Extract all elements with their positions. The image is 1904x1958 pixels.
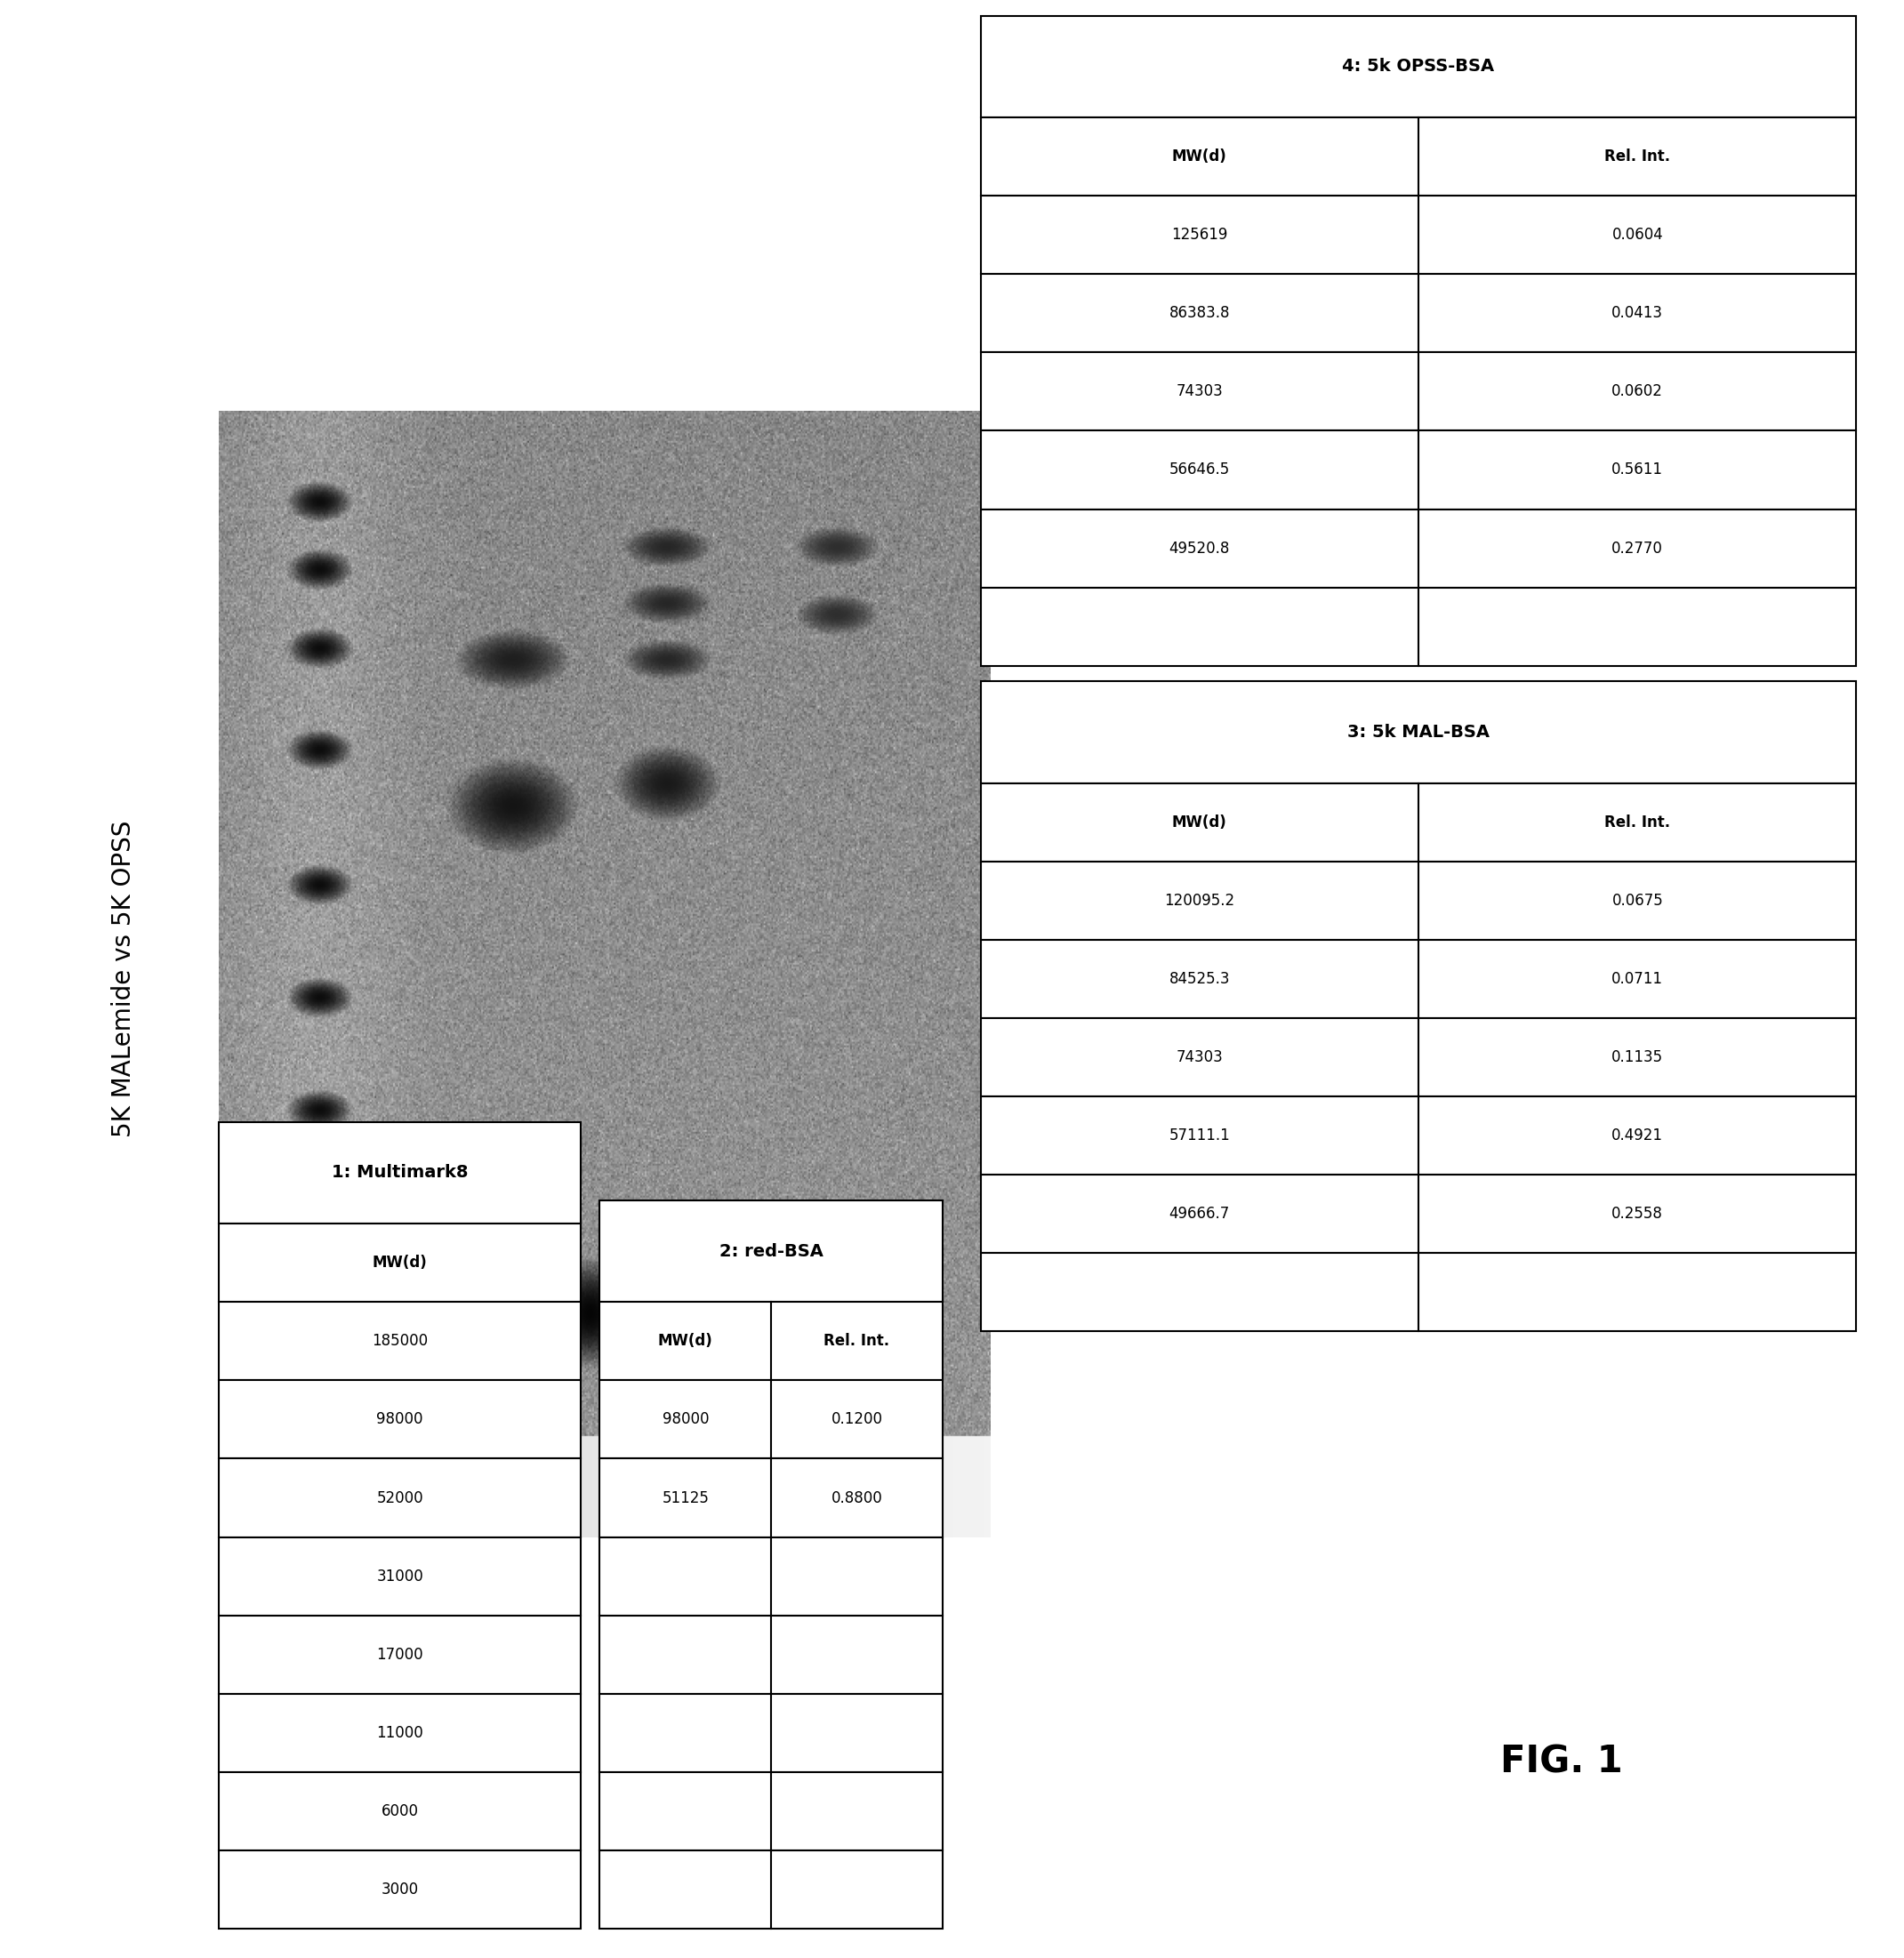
Text: 4: 5k OPSS-BSA: 4: 5k OPSS-BSA [1342,59,1495,74]
Text: 0.8800: 0.8800 [832,1490,882,1506]
Text: 0.2770: 0.2770 [1611,540,1664,556]
Text: MW(d): MW(d) [1173,815,1226,830]
Text: MW(d): MW(d) [659,1333,712,1349]
Text: 11000: 11000 [377,1725,423,1741]
Text: 49666.7: 49666.7 [1169,1206,1230,1222]
Text: 5K MALemide vs 5K OPSS: 5K MALemide vs 5K OPSS [110,820,137,1138]
Text: 0.0711: 0.0711 [1611,971,1664,987]
Text: 0.0602: 0.0602 [1611,384,1664,399]
Text: 1: Multimark8: 1: Multimark8 [331,1165,468,1181]
Text: 0.2558: 0.2558 [1611,1206,1664,1222]
Text: 56646.5: 56646.5 [1169,462,1230,478]
Text: Rel. Int.: Rel. Int. [824,1333,889,1349]
Text: MW(d): MW(d) [373,1255,426,1271]
Text: 2: red-BSA: 2: red-BSA [720,1243,823,1259]
Text: 0.0675: 0.0675 [1613,893,1662,909]
Text: 74303: 74303 [1177,1049,1222,1065]
Text: 0.4921: 0.4921 [1611,1128,1664,1143]
Text: 0.5611: 0.5611 [1611,462,1664,478]
Text: 98000: 98000 [377,1412,423,1427]
Text: 86383.8: 86383.8 [1169,305,1230,321]
Text: MW(d): MW(d) [1173,149,1226,164]
Text: 98000: 98000 [663,1412,708,1427]
Text: 125619: 125619 [1171,227,1228,243]
Text: 0.0604: 0.0604 [1613,227,1662,243]
Text: 0.0413: 0.0413 [1611,305,1664,321]
Text: 17000: 17000 [377,1647,423,1662]
Text: 51125: 51125 [663,1490,708,1506]
Text: FIG. 1: FIG. 1 [1500,1743,1622,1782]
Text: 84525.3: 84525.3 [1169,971,1230,987]
Text: 120095.2: 120095.2 [1165,893,1234,909]
Text: 52000: 52000 [377,1490,423,1506]
Text: 0.1135: 0.1135 [1611,1049,1664,1065]
Text: 3000: 3000 [381,1882,419,1897]
Text: Rel. Int.: Rel. Int. [1605,149,1670,164]
Text: 31000: 31000 [377,1568,423,1584]
Text: 3: 5k MAL-BSA: 3: 5k MAL-BSA [1348,724,1489,740]
Text: 0.1200: 0.1200 [830,1412,883,1427]
Text: Rel. Int.: Rel. Int. [1605,815,1670,830]
Text: 49520.8: 49520.8 [1169,540,1230,556]
Text: 6000: 6000 [381,1803,419,1819]
Text: 185000: 185000 [371,1333,428,1349]
Text: 74303: 74303 [1177,384,1222,399]
Text: 57111.1: 57111.1 [1169,1128,1230,1143]
